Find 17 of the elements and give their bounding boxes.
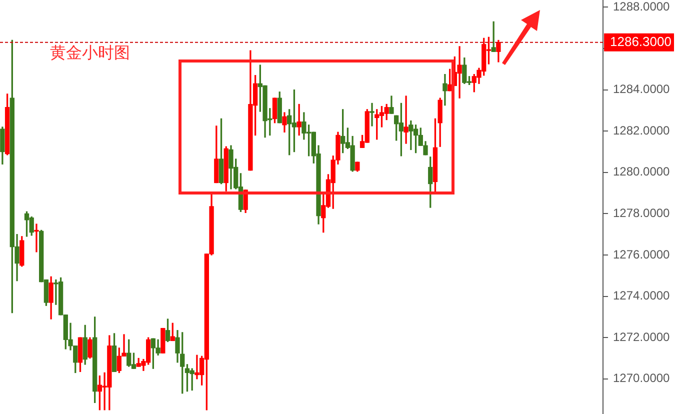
- y-tick-label: 1282.0000: [613, 123, 670, 138]
- text: 黄金小时图: [50, 43, 130, 64]
- ref-line-label: 1286.3000: [610, 34, 672, 49]
- candlestick: [370, 102, 374, 126]
- y-tick-label: 1278.0000: [613, 206, 670, 220]
- candlestick: [404, 96, 408, 144]
- candlestick: [34, 224, 39, 252]
- candlestick: [296, 104, 302, 136]
- candlestick: [457, 46, 462, 98]
- candlestick: [442, 74, 448, 106]
- y-tick-label: 1272.0000: [613, 330, 670, 344]
- y-tick-label: 1284.0000: [613, 82, 670, 96]
- y-tick-label: 1274.0000: [613, 288, 670, 303]
- y-tick-label: 1280.0000: [613, 164, 670, 179]
- y-tick-label: 1288.0000: [613, 0, 670, 14]
- y-tick-label: 1276.0000: [613, 247, 670, 262]
- y-tick-label: 1270.0000: [613, 371, 670, 386]
